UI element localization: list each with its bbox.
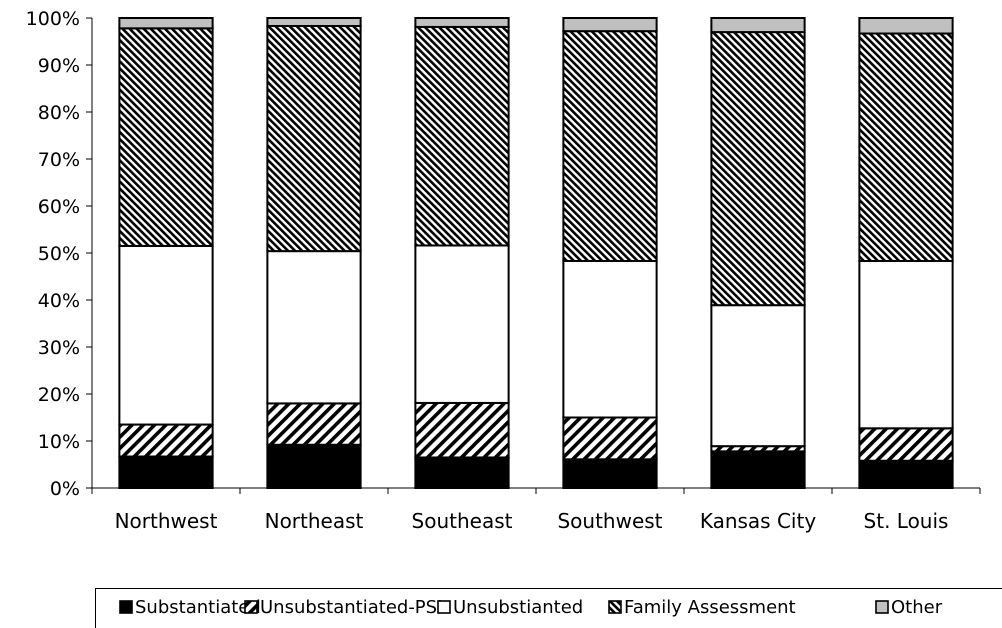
x-category-label: Northeast — [265, 509, 364, 533]
bar-segment-substantiated — [118, 455, 214, 490]
legend-label: Unsubstantiated-PSI — [260, 597, 442, 618]
axes — [86, 17, 981, 494]
bar-segment-substantiated — [266, 443, 362, 490]
bar-segment-unsubstianted — [562, 259, 658, 419]
bar-segment-unsubstianted — [858, 259, 954, 430]
bar-segment-family-assessment — [414, 25, 510, 247]
y-tick-label: 0% — [50, 478, 80, 500]
bar-segment-unsubstantiated-psi — [266, 402, 362, 446]
x-category-label: Kansas City — [700, 509, 817, 533]
legend-label: Substantiated — [135, 597, 261, 618]
bar-segment-unsubstantiated-psi — [414, 401, 510, 459]
bar-segment-other — [266, 17, 362, 27]
bar-segment-other — [118, 17, 214, 30]
legend-label: Other — [891, 597, 943, 618]
bar-segment-substantiated — [858, 459, 954, 489]
bar-segment-substantiated — [562, 458, 658, 489]
x-category-label: Northwest — [115, 509, 218, 533]
x-category-label: Southwest — [557, 509, 662, 533]
y-tick-label: 70% — [38, 149, 80, 171]
x-category-label: St. Louis — [864, 509, 949, 533]
bar-segment-unsubstantiated-psi — [858, 427, 954, 462]
legend-label: Family Assessment — [624, 597, 796, 618]
legend-swatch — [875, 600, 889, 614]
y-tick-label: 60% — [38, 196, 80, 218]
bar-segment-other — [414, 17, 510, 28]
y-tick-label: 40% — [38, 290, 80, 312]
legend-label: Unsubstianted — [453, 597, 583, 618]
legend: Substantiated Unsubstantiated-PSI Unsubsti… — [95, 588, 1002, 628]
bar-segment-unsubstantiated-psi — [118, 423, 214, 458]
bar-segment-unsubstantiated-psi — [562, 416, 658, 461]
y-tick-label: 90% — [38, 55, 80, 77]
bar-segment-other — [710, 17, 806, 34]
legend-swatch — [437, 600, 451, 614]
y-tick-label: 10% — [38, 431, 80, 453]
bar-segment-unsubstianted — [414, 244, 510, 404]
y-tick-label: 80% — [38, 102, 80, 124]
axis-labels: 0% 10% 20% 30% 40% 50% 60% 70% 80% 90% 100% Northwe… — [26, 8, 949, 533]
bar-segment-family-assessment — [266, 24, 362, 253]
bar-segment-family-assessment — [118, 27, 214, 247]
bar-segment-other — [858, 17, 954, 35]
bar-segment-family-assessment — [562, 30, 658, 262]
legend-swatch — [608, 600, 622, 614]
bar-segment-other — [562, 17, 658, 33]
bar-segment-substantiated — [710, 450, 806, 489]
bar-segment-family-assessment — [858, 32, 954, 262]
bars — [118, 17, 954, 490]
x-category-label: Southeast — [412, 509, 513, 533]
y-tick-label: 50% — [38, 243, 80, 265]
bar-segment-unsubstianted — [710, 304, 806, 448]
legend-swatch — [119, 600, 133, 614]
bar-segment-substantiated — [414, 456, 510, 490]
y-tick-label: 30% — [38, 337, 80, 359]
y-tick-label: 100% — [26, 8, 80, 30]
bar-segment-family-assessment — [710, 31, 806, 307]
y-tick-label: 20% — [38, 384, 80, 406]
bar-segment-unsubstianted — [118, 244, 214, 426]
bar-segment-unsubstianted — [266, 250, 362, 405]
legend-swatch — [244, 600, 258, 614]
